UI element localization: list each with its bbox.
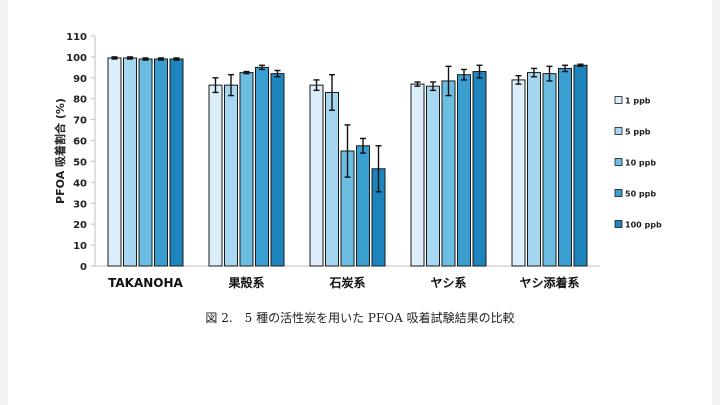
- bar: [239, 72, 254, 267]
- y-tick-label: 30: [73, 199, 87, 210]
- legend-swatch: [614, 96, 623, 104]
- y-tick-label: 100: [66, 53, 87, 64]
- x-category-label: 石炭系: [328, 275, 365, 290]
- legend-swatch: [614, 189, 623, 197]
- y-tick-label: 40: [73, 178, 87, 189]
- bar: [107, 57, 122, 267]
- legend-label: 100 ppb: [625, 221, 662, 230]
- bar: [123, 57, 137, 267]
- legend-label: 5 ppb: [625, 128, 651, 137]
- bar: [472, 71, 487, 267]
- bar: [457, 74, 471, 267]
- bar: [542, 73, 557, 267]
- legend-label: 1 ppb: [625, 97, 651, 106]
- y-tick-label: 110: [66, 32, 87, 43]
- y-tick-label: 20: [73, 220, 87, 231]
- legend-label: 50 ppb: [625, 190, 656, 199]
- x-category-label: ヤシ添着系: [519, 275, 579, 290]
- bar: [410, 83, 425, 267]
- y-tick-label: 50: [73, 157, 87, 168]
- y-tick-label: 60: [73, 137, 87, 148]
- y-tick-label: 90: [73, 74, 87, 85]
- bar: [527, 72, 541, 267]
- figure-caption: 図 2. 5 種の活性炭を用いた PFOA 吸着試験結果の比較: [205, 311, 515, 325]
- y-tick-label: 80: [73, 95, 87, 106]
- legend-label: 10 ppb: [625, 159, 656, 168]
- bar: [309, 84, 324, 267]
- bar: [511, 79, 526, 267]
- bar: [558, 67, 572, 267]
- bar: [169, 58, 184, 267]
- legend-swatch: [614, 127, 623, 135]
- bar-chart: 0 10 20 30 40 50 60 70 80 90 100 110 PFOA 吸着割合 (%) TA…: [53, 32, 662, 290]
- bar: [138, 58, 153, 267]
- x-category-label: ヤシ系: [430, 275, 466, 290]
- bar: [573, 64, 588, 267]
- legend-swatch: [614, 158, 623, 166]
- y-axis-label: PFOA 吸着割合 (%): [53, 98, 67, 204]
- bar: [255, 66, 269, 267]
- y-tick-label: 0: [80, 262, 87, 273]
- legend-swatch: [614, 220, 623, 228]
- x-category-label: 果殻系: [227, 275, 264, 290]
- bar: [224, 84, 238, 267]
- bar: [270, 73, 285, 267]
- bar: [426, 85, 440, 267]
- x-category-label: TAKANOHA: [108, 276, 183, 290]
- bar: [208, 84, 223, 267]
- bar: [325, 91, 339, 267]
- bar: [356, 145, 370, 267]
- y-tick-label: 70: [73, 116, 87, 127]
- y-tick-label: 10: [73, 241, 87, 252]
- bar: [441, 80, 456, 267]
- bar: [154, 58, 168, 267]
